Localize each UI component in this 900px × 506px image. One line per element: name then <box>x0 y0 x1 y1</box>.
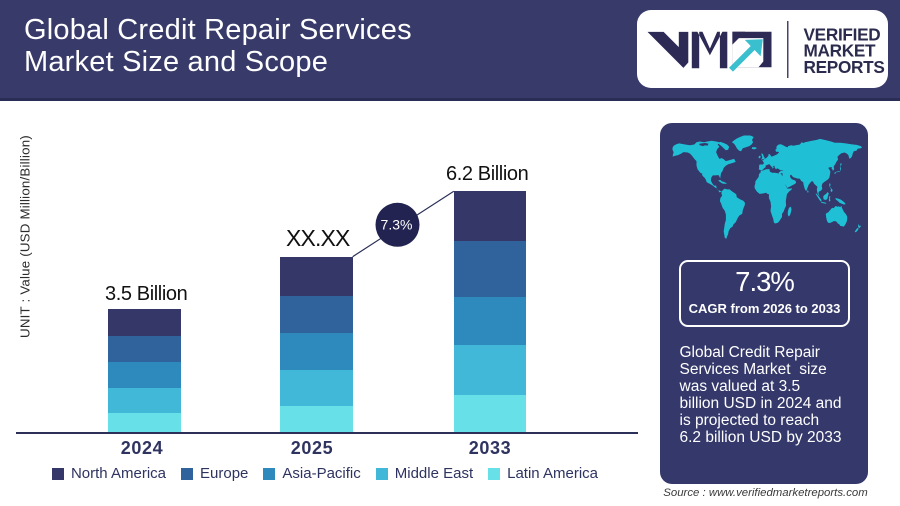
svg-text:MARKET: MARKET <box>804 41 877 61</box>
svg-text:VERIFIED: VERIFIED <box>804 25 881 45</box>
svg-text:REPORTS: REPORTS <box>804 57 885 77</box>
svg-text:7.3%: 7.3% <box>381 217 413 233</box>
